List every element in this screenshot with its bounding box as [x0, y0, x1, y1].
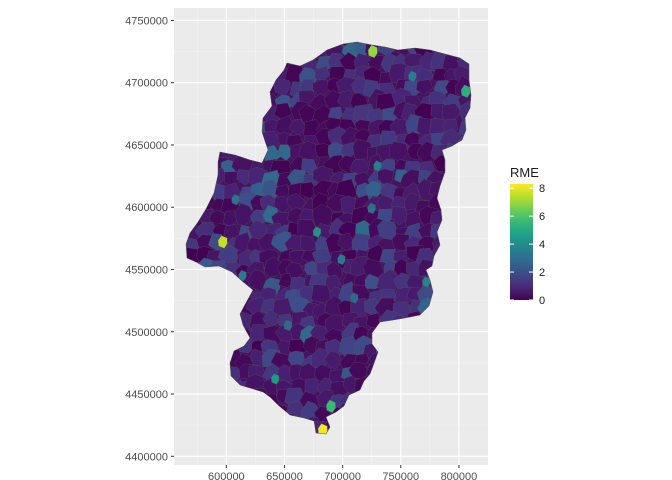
- municipality-polygon: [236, 169, 252, 186]
- municipality-polygon: [415, 79, 434, 95]
- municipality-polygon: [278, 272, 293, 288]
- municipality-highlight: [238, 270, 247, 282]
- municipality-highlight: [271, 373, 280, 385]
- legend-tick-label: 0: [539, 295, 545, 307]
- x-tick-label: 650000: [266, 471, 303, 480]
- legend-tick-label: 2: [539, 267, 545, 279]
- municipality-highlight: [217, 235, 228, 249]
- legend-title: RME: [510, 165, 539, 180]
- x-tick-label: 750000: [382, 471, 419, 480]
- municipality-highlight: [367, 202, 376, 214]
- municipality-highlight: [326, 399, 336, 413]
- municipality-highlight: [312, 226, 322, 238]
- municipality-polygon: [277, 144, 294, 161]
- legend-tick-label: 6: [539, 211, 545, 223]
- municipality-highlight: [350, 292, 359, 304]
- region-outline: [185, 41, 472, 435]
- legend: RME 0 2 4 6 8: [510, 165, 545, 307]
- municipality-highlight: [283, 319, 292, 331]
- municipality-highlight: [231, 194, 240, 206]
- y-tick-label: 4550000: [125, 264, 168, 276]
- legend-tick-label: 8: [539, 183, 545, 195]
- municipality-polygon: [391, 206, 409, 226]
- y-tick-label: 4500000: [125, 327, 168, 339]
- x-tick-label: 600000: [208, 471, 245, 480]
- x-axis: 600000 650000 700000 750000 800000: [208, 465, 477, 480]
- municipality-polygon: [288, 118, 307, 136]
- y-tick-label: 4400000: [125, 451, 168, 463]
- municipality-highlight: [337, 253, 346, 265]
- y-tick-label: 4700000: [125, 78, 168, 90]
- municipality-highlight: [367, 44, 378, 59]
- legend-colorbar: [510, 184, 533, 300]
- y-axis: 4400000 4450000 4500000 4550000 4600000 46500…: [125, 15, 174, 463]
- municipality-polygon: [337, 232, 355, 252]
- municipality-polygon: [247, 269, 269, 292]
- y-tick-label: 4600000: [125, 202, 168, 214]
- municipality-highlight: [408, 70, 417, 82]
- x-tick-label: 700000: [324, 471, 361, 480]
- y-tick-label: 4650000: [125, 140, 168, 152]
- municipality-polygon: [299, 181, 317, 199]
- legend-tick-label: 4: [539, 239, 545, 251]
- y-tick-label: 4450000: [125, 389, 168, 401]
- municipality-polygon: [234, 202, 256, 226]
- municipality-polygon: [323, 350, 342, 370]
- municipality-polygon: [311, 284, 333, 304]
- municipality-polygon: [304, 378, 322, 395]
- legend-ticks: 0 2 4 6 8: [510, 183, 545, 307]
- x-tick-label: 800000: [441, 471, 478, 480]
- municipality-highlight: [373, 160, 382, 172]
- municipality-polygon: [364, 180, 382, 197]
- y-tick-label: 4750000: [125, 15, 168, 27]
